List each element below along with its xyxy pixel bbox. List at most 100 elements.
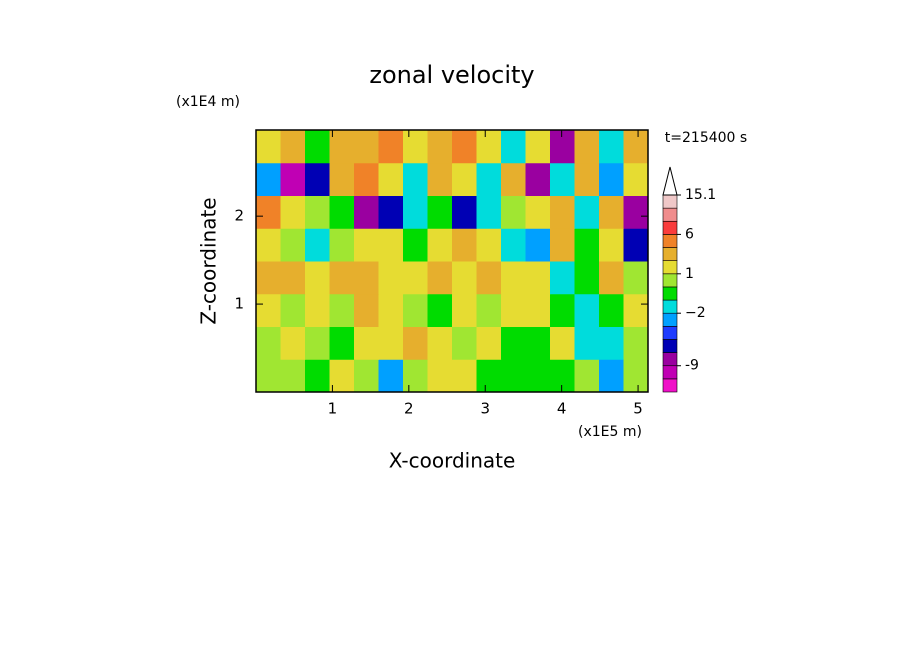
field-cell bbox=[574, 359, 600, 393]
field-cell bbox=[427, 293, 453, 327]
field-cell bbox=[280, 326, 306, 360]
x-tick-label: 4 bbox=[557, 400, 567, 418]
colorbar-extension bbox=[662, 166, 678, 196]
colorbar-box bbox=[662, 339, 678, 353]
field-cell bbox=[256, 293, 281, 327]
field-cell bbox=[574, 293, 600, 327]
field-cell bbox=[599, 130, 624, 164]
colorbar-box bbox=[662, 260, 678, 275]
field-cell bbox=[525, 359, 551, 393]
field-cell bbox=[550, 195, 575, 229]
field-cell bbox=[280, 293, 306, 327]
field-cell bbox=[354, 359, 379, 393]
field-cell bbox=[329, 293, 355, 327]
field-cell bbox=[329, 195, 355, 229]
field-cell bbox=[329, 261, 355, 295]
field-cell bbox=[305, 195, 330, 229]
field-cell bbox=[305, 130, 330, 164]
field-cell bbox=[476, 195, 502, 229]
field-cell bbox=[525, 326, 551, 360]
field-cell bbox=[403, 130, 428, 164]
field-cell bbox=[623, 293, 649, 327]
x-tick-label: 2 bbox=[404, 400, 414, 418]
field-cell bbox=[427, 162, 453, 196]
colorbar-box bbox=[662, 207, 678, 222]
field-cell bbox=[452, 293, 477, 327]
colorbar-label: 15.1 bbox=[685, 187, 716, 203]
field-cell bbox=[354, 228, 379, 262]
field-cell bbox=[501, 293, 526, 327]
field-cell bbox=[305, 228, 330, 262]
field-cell bbox=[256, 228, 281, 262]
field-cell bbox=[525, 228, 551, 262]
field-cell bbox=[378, 162, 404, 196]
field-cell bbox=[280, 359, 306, 393]
field-cell bbox=[305, 261, 330, 295]
field-cell bbox=[329, 162, 355, 196]
field-cell bbox=[550, 162, 575, 196]
field-cell bbox=[378, 326, 404, 360]
field-cell bbox=[476, 293, 502, 327]
field-cell bbox=[305, 293, 330, 327]
field-cell bbox=[354, 195, 379, 229]
field-cell bbox=[305, 326, 330, 360]
field-cell bbox=[476, 359, 502, 393]
field-cell bbox=[476, 261, 502, 295]
field-cell bbox=[599, 228, 624, 262]
field-cell bbox=[256, 130, 281, 164]
field-cell bbox=[525, 261, 551, 295]
field-cell bbox=[403, 293, 428, 327]
field-cell bbox=[501, 162, 526, 196]
field-cell bbox=[280, 162, 306, 196]
field-cell bbox=[256, 326, 281, 360]
colorbar-box bbox=[662, 234, 678, 248]
x-tick-label: 5 bbox=[633, 400, 643, 418]
x-tick-label: 1 bbox=[328, 400, 338, 418]
field-cell bbox=[623, 359, 649, 393]
y-tick-label: 2 bbox=[234, 207, 244, 225]
field-cell bbox=[501, 359, 526, 393]
field-cell bbox=[476, 326, 502, 360]
field-cell bbox=[378, 261, 404, 295]
colorbar-label: -9 bbox=[685, 358, 699, 374]
field-cell bbox=[354, 130, 379, 164]
field-cell bbox=[599, 261, 624, 295]
colorbar-label: 1 bbox=[685, 266, 694, 282]
field-cell bbox=[476, 130, 502, 164]
colorbar-box bbox=[662, 273, 678, 288]
field-cell bbox=[623, 162, 649, 196]
field-cell bbox=[599, 293, 624, 327]
field-cell bbox=[574, 130, 600, 164]
field-cell bbox=[452, 195, 477, 229]
y-tick-label: 1 bbox=[234, 295, 244, 313]
field-cell bbox=[329, 130, 355, 164]
field-cell bbox=[403, 326, 428, 360]
field-cell bbox=[403, 195, 428, 229]
colorbar-box bbox=[662, 352, 678, 367]
field-cell bbox=[550, 326, 575, 360]
field-cell bbox=[378, 293, 404, 327]
field-cell bbox=[378, 359, 404, 393]
field-cell bbox=[354, 261, 379, 295]
field-cell bbox=[427, 130, 453, 164]
colorbar-label: 6 bbox=[685, 226, 694, 242]
field-cell bbox=[305, 359, 330, 393]
field-cell bbox=[550, 293, 575, 327]
field-cell bbox=[329, 359, 355, 393]
colorbar-box bbox=[662, 326, 678, 340]
x-tick-label: 3 bbox=[480, 400, 490, 418]
colorbar-box bbox=[662, 194, 678, 209]
field-cell bbox=[354, 293, 379, 327]
field-cell bbox=[378, 130, 404, 164]
field-cell bbox=[550, 261, 575, 295]
field-cell bbox=[599, 326, 624, 360]
field-cell bbox=[476, 162, 502, 196]
y-unit: (x1E4 m) bbox=[176, 94, 240, 110]
field-cell bbox=[256, 162, 281, 196]
field-cell bbox=[501, 228, 526, 262]
field-cell bbox=[501, 261, 526, 295]
field-cell bbox=[280, 130, 306, 164]
field-cell bbox=[525, 130, 551, 164]
field-cell bbox=[525, 162, 551, 196]
